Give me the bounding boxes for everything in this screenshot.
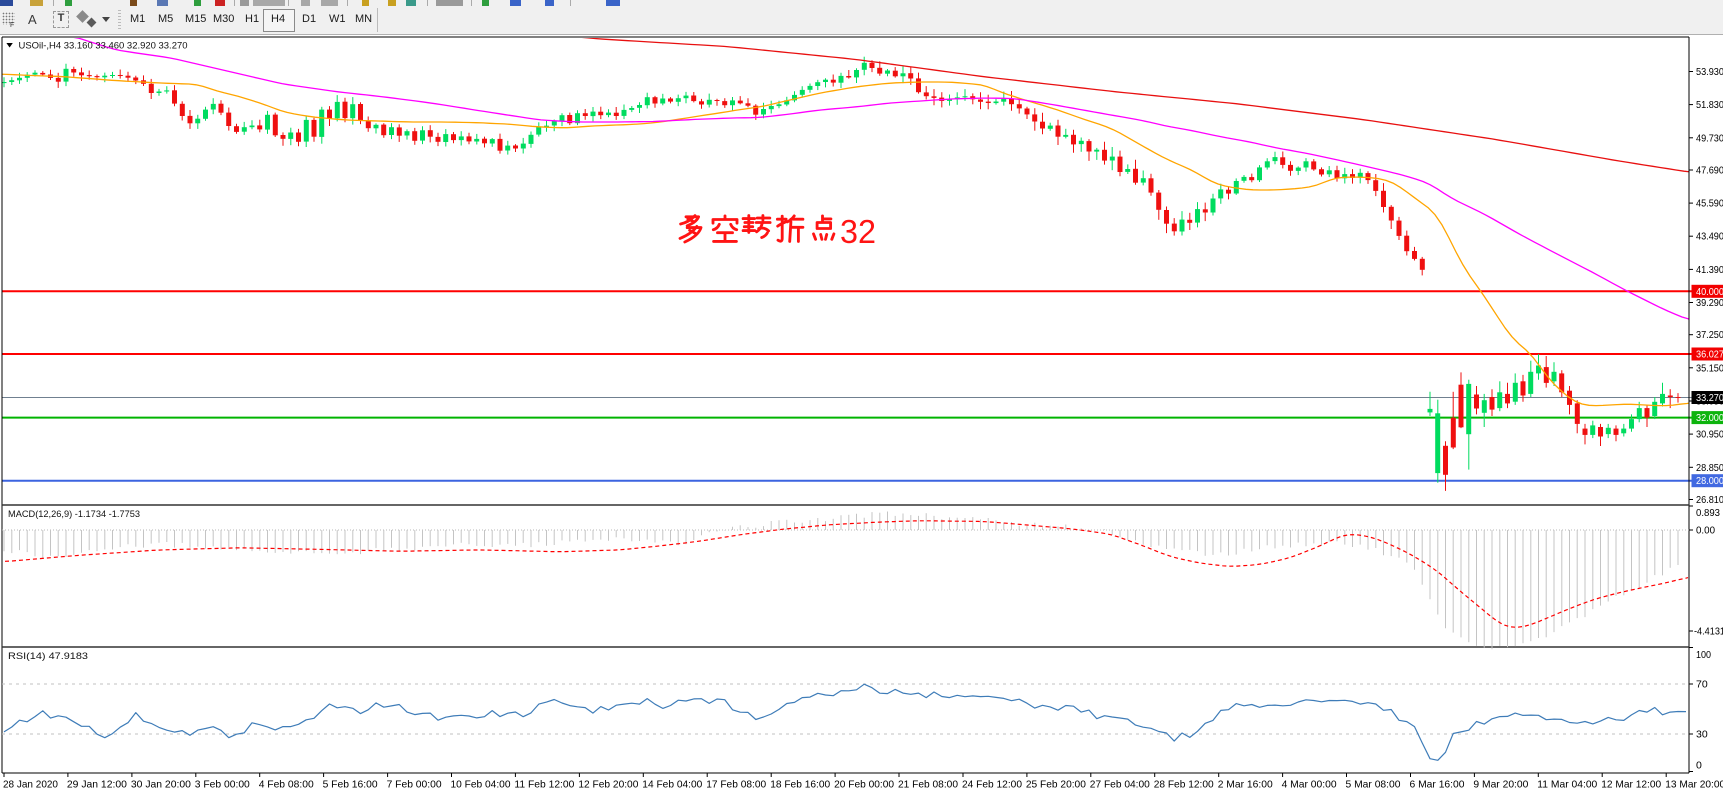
svg-text:24 Feb 12:00: 24 Feb 12:00 — [962, 779, 1022, 791]
svg-text:-4.4131: -4.4131 — [1694, 626, 1723, 638]
svg-text:10 Feb 04:00: 10 Feb 04:00 — [451, 779, 511, 791]
svg-text:14 Feb 04:00: 14 Feb 04:00 — [642, 779, 702, 791]
svg-text:0.00: 0.00 — [1696, 525, 1715, 537]
svg-text:53.930: 53.930 — [1696, 66, 1723, 78]
svg-text:11 Feb 12:00: 11 Feb 12:00 — [514, 779, 574, 791]
svg-text:45.590: 45.590 — [1696, 198, 1723, 210]
svg-text:25 Feb 20:00: 25 Feb 20:00 — [1026, 779, 1086, 791]
svg-text:37.250: 37.250 — [1696, 329, 1723, 341]
svg-text:40.000: 40.000 — [1696, 286, 1723, 298]
svg-text:4 Mar 00:00: 4 Mar 00:00 — [1282, 779, 1337, 791]
svg-text:30 Jan 20:00: 30 Jan 20:00 — [131, 779, 191, 791]
svg-text:USOil-,H4 33.160 33.460 32.92: USOil-,H4 33.160 33.460 32.920 33.270 — [19, 41, 188, 52]
svg-text:43.490: 43.490 — [1696, 231, 1723, 243]
svg-text:0.893: 0.893 — [1696, 507, 1720, 519]
svg-text:0: 0 — [1696, 760, 1702, 772]
svg-text:35.150: 35.150 — [1696, 362, 1723, 374]
svg-text:6 Mar 16:00: 6 Mar 16:00 — [1410, 779, 1465, 791]
svg-text:2 Mar 16:00: 2 Mar 16:00 — [1218, 779, 1273, 791]
svg-text:29 Jan 12:00: 29 Jan 12:00 — [67, 779, 127, 791]
svg-text:30: 30 — [1696, 729, 1708, 741]
svg-text:26.810: 26.810 — [1696, 494, 1723, 506]
svg-text:21 Feb 08:00: 21 Feb 08:00 — [898, 779, 958, 791]
svg-text:5 Feb 16:00: 5 Feb 16:00 — [323, 779, 378, 791]
svg-text:27 Feb 04:00: 27 Feb 04:00 — [1090, 779, 1150, 791]
svg-text:MACD(12,26,9) -1.1734 -1.7753: MACD(12,26,9) -1.1734 -1.7753 — [8, 509, 140, 520]
svg-text:20 Feb 00:00: 20 Feb 00:00 — [834, 779, 894, 791]
svg-text:49.730: 49.730 — [1696, 132, 1723, 144]
svg-text:28.000: 28.000 — [1696, 475, 1723, 487]
svg-text:18 Feb 16:00: 18 Feb 16:00 — [770, 779, 830, 791]
svg-text:100: 100 — [1696, 649, 1711, 661]
svg-text:39.290: 39.290 — [1696, 297, 1723, 309]
svg-text:28 Jan 2020: 28 Jan 2020 — [3, 779, 58, 791]
svg-text:28.850: 28.850 — [1696, 462, 1723, 474]
svg-text:33.270: 33.270 — [1696, 392, 1723, 404]
svg-text:47.690: 47.690 — [1696, 165, 1723, 177]
svg-text:12 Mar 12:00: 12 Mar 12:00 — [1601, 779, 1661, 791]
svg-text:32.000: 32.000 — [1696, 412, 1723, 424]
svg-text:9 Mar 20:00: 9 Mar 20:00 — [1473, 779, 1528, 791]
svg-text:51.830: 51.830 — [1696, 99, 1723, 111]
svg-text:41.390: 41.390 — [1696, 264, 1723, 276]
svg-text:13 Mar 20:00: 13 Mar 20:00 — [1665, 779, 1723, 791]
svg-text:5 Mar 08:00: 5 Mar 08:00 — [1346, 779, 1401, 791]
svg-text:36.027: 36.027 — [1696, 349, 1723, 361]
svg-text:4 Feb 08:00: 4 Feb 08:00 — [259, 779, 314, 791]
svg-text:7 Feb 00:00: 7 Feb 00:00 — [387, 779, 442, 791]
svg-text:RSI(14) 47.9183: RSI(14) 47.9183 — [8, 651, 88, 662]
svg-text:12 Feb 20:00: 12 Feb 20:00 — [578, 779, 638, 791]
svg-text:28 Feb 12:00: 28 Feb 12:00 — [1154, 779, 1214, 791]
svg-text:70: 70 — [1696, 679, 1708, 691]
svg-text:3 Feb 00:00: 3 Feb 00:00 — [195, 779, 250, 791]
svg-text:32: 32 — [840, 213, 876, 250]
svg-text:11 Mar 04:00: 11 Mar 04:00 — [1537, 779, 1597, 791]
svg-text:17 Feb 08:00: 17 Feb 08:00 — [706, 779, 766, 791]
svg-text:30.950: 30.950 — [1696, 429, 1723, 441]
